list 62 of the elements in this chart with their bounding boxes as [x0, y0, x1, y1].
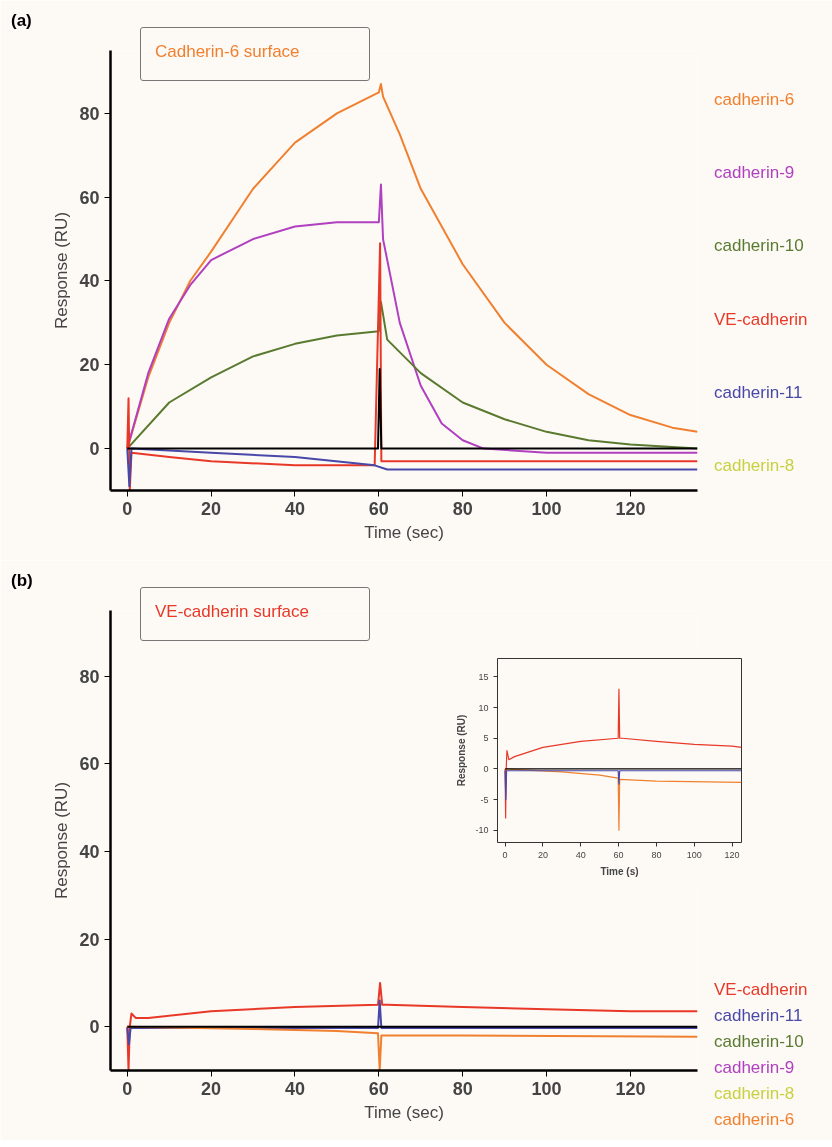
x-tick-label: 60: [613, 849, 624, 860]
line-series: [126, 981, 698, 1071]
x-tick-label: 120: [724, 849, 740, 860]
x-axis-title: Time (sec): [364, 1102, 444, 1122]
text: cadherin-11: [714, 382, 803, 404]
chart-subtitle: Cadherin-6 surface: [155, 41, 300, 63]
x-tick-label: 20: [201, 1078, 222, 1099]
x-tick-label: 60: [368, 1078, 389, 1099]
text: cadherin-6: [714, 1109, 795, 1131]
x-tick-label: 120: [615, 1078, 646, 1099]
series-label: cadherin-11: [714, 1005, 803, 1027]
text: cadherin-6: [714, 89, 795, 111]
x-tick-label: 40: [575, 849, 586, 860]
chart-subtitle: VE-cadherin surface: [155, 601, 310, 623]
x-axis-title: Time (s): [600, 865, 639, 877]
x-tick-label: 0: [502, 849, 508, 860]
x-tick-label: 100: [531, 1078, 562, 1099]
x-tick-label: 80: [452, 498, 473, 519]
x-tick-label: 80: [651, 849, 662, 860]
x-tick-label: 20: [201, 498, 222, 519]
legend-label: cadherin-8: [714, 455, 795, 477]
y-tick-label: -5: [480, 794, 489, 805]
y-tick-label: 60: [79, 187, 100, 208]
y-axis-title: Response (RU): [456, 714, 468, 787]
y-tick-label: 60: [79, 754, 100, 775]
y-tick-label: 0: [89, 439, 100, 460]
x-tick-label: 120: [615, 498, 646, 519]
y-tick-label: 20: [79, 355, 100, 376]
y-axis-title: Response (RU): [52, 211, 72, 330]
text: cadherin-9: [714, 162, 795, 184]
x-tick-label: 100: [531, 498, 562, 519]
x-axis-title: Time (sec): [364, 522, 444, 542]
text: VE-cadherin: [714, 309, 808, 331]
x-tick-label: 0: [122, 1078, 133, 1099]
x-tick-label: 100: [686, 849, 702, 860]
series-label: VE-cadherin: [714, 979, 808, 1001]
x-tick-label: 40: [284, 1078, 306, 1099]
x-tick-label: 80: [452, 1078, 473, 1099]
y-axis-title: Response (RU): [52, 781, 72, 900]
y-tick-label: 80: [79, 103, 100, 124]
y-tick-label: 10: [478, 702, 489, 713]
line-series: [126, 447, 698, 488]
x-tick-label: 20: [537, 849, 548, 860]
y-tick-label: 80: [79, 666, 100, 687]
y-tick-label: 0: [89, 1017, 100, 1038]
chart-title: (a): [11, 10, 32, 32]
line-series: [126, 242, 698, 491]
y-tick-label: 15: [478, 671, 489, 682]
legend-label: cadherin-10: [714, 1031, 804, 1053]
legend-label: cadherin-9: [714, 1057, 795, 1079]
y-tick-label: -10: [475, 825, 489, 836]
text: cadherin-10: [714, 235, 804, 257]
y-tick-label: 5: [483, 733, 489, 744]
chart-title: (b): [11, 570, 33, 592]
y-tick-label: 0: [483, 763, 489, 774]
legend-label: cadherin-8: [714, 1083, 795, 1105]
x-tick-label: 0: [122, 498, 133, 519]
x-tick-label: 40: [284, 498, 306, 519]
x-tick-label: 60: [368, 498, 389, 519]
line-series: [504, 688, 742, 819]
y-tick-label: 20: [79, 929, 100, 950]
y-tick-label: 40: [79, 271, 100, 292]
